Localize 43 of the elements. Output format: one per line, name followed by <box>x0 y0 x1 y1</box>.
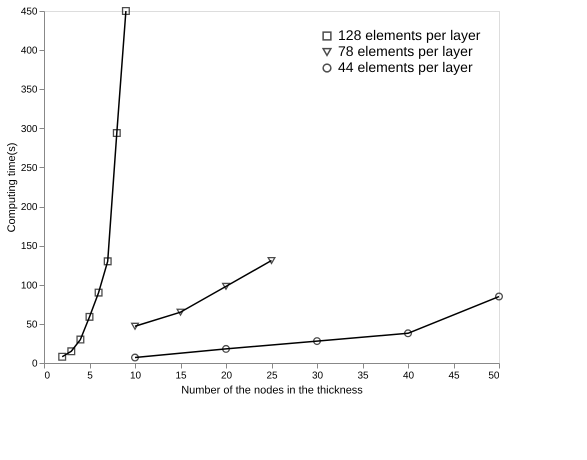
point <box>176 308 185 316</box>
y-axis-title: Computing time(s) <box>6 142 18 232</box>
point <box>112 129 121 138</box>
y-tick-label: 150 <box>20 241 38 252</box>
legend-label: 78 elements per layer <box>338 43 473 59</box>
y-tick-label: 300 <box>20 124 38 135</box>
point <box>58 352 66 361</box>
x-tick-label: 15 <box>175 370 187 382</box>
legend-label: 44 elements per layer <box>338 59 473 75</box>
x-tick-label: 45 <box>448 370 460 382</box>
point <box>85 312 94 321</box>
y-tick-label: 0 <box>32 358 38 370</box>
y-tick-label: 50 <box>26 319 38 330</box>
point <box>404 329 412 338</box>
x-tick-label: 5 <box>87 370 94 382</box>
point <box>94 288 103 297</box>
point <box>104 257 112 266</box>
point <box>122 6 130 16</box>
point <box>130 322 140 330</box>
x-axis-title: Number of the nodes in the thickness <box>181 384 364 396</box>
point <box>67 347 76 356</box>
point <box>494 292 504 301</box>
y-tick-label: 200 <box>20 202 38 214</box>
y-tick-label: 400 <box>20 46 38 57</box>
x-tick-label: 20 <box>220 370 232 382</box>
point <box>130 354 140 362</box>
y-tick-label: 250 <box>20 162 38 174</box>
point <box>312 337 322 346</box>
y-tick-label: 450 <box>20 6 38 18</box>
x-tick-label: 25 <box>266 370 278 382</box>
x-tick-label: 0 <box>44 370 50 382</box>
y-tick-label: 100 <box>20 280 38 292</box>
point <box>267 256 276 264</box>
x-tick-label: 50 <box>488 370 500 382</box>
x-tick-label: 30 <box>312 370 324 382</box>
x-tick-label: 40 <box>402 370 414 382</box>
x-tick-label: 10 <box>130 370 142 382</box>
point <box>222 282 230 290</box>
point <box>222 344 230 353</box>
point <box>76 336 84 344</box>
legend-label: 128 elements per layer <box>338 27 481 43</box>
y-tick-label: 350 <box>20 84 38 96</box>
x-tick-label: 35 <box>357 370 369 382</box>
